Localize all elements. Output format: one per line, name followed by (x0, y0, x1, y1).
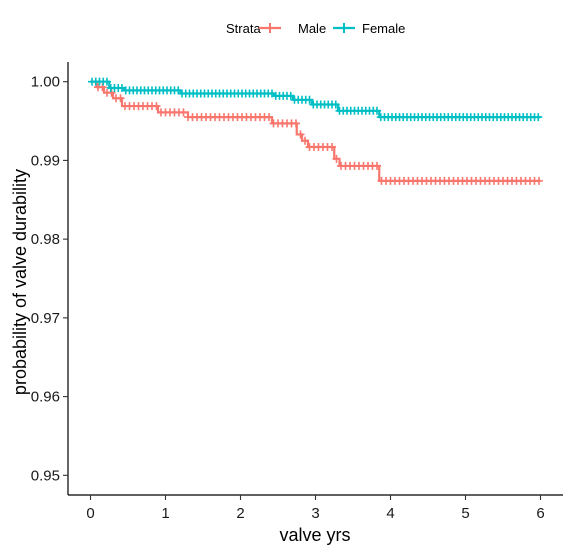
y-tick-label: 0.98 (31, 231, 60, 248)
series-line-male (90, 80, 541, 182)
censor-mark (305, 95, 314, 104)
censor-mark (116, 94, 125, 103)
x-tick-label: 5 (461, 505, 469, 522)
censor-marks-male (94, 83, 543, 185)
x-tick-label: 3 (311, 505, 319, 522)
censor-mark (286, 91, 295, 100)
x-tick-label: 6 (536, 505, 544, 522)
censor-mark (534, 113, 543, 122)
legend: Strata Male Female (226, 21, 405, 36)
legend-label-female: Female (362, 21, 405, 36)
censor-mark (535, 176, 543, 185)
censor-mark (179, 108, 188, 117)
series-male (90, 80, 543, 185)
y-tick-label: 0.99 (31, 152, 60, 169)
y-tick-label: 0.95 (31, 467, 60, 484)
legend-key-mark-female (339, 23, 349, 33)
legend-label-male: Male (298, 21, 326, 36)
censor-mark (296, 130, 305, 139)
censor-mark (331, 100, 340, 109)
legend-title: Strata (226, 21, 261, 36)
x-tick-label: 1 (161, 505, 169, 522)
series-female (88, 77, 543, 122)
censor-marks-female (88, 77, 543, 122)
x-tick-label: 0 (86, 505, 94, 522)
legend-key-mark-male (265, 23, 275, 33)
x-tick-label: 2 (236, 505, 244, 522)
censor-mark (373, 106, 381, 115)
y-tick-label: 0.96 (31, 389, 60, 406)
censor-mark (332, 154, 341, 163)
y-tick-label: 1.00 (31, 74, 60, 91)
plot-area (88, 77, 543, 185)
censor-mark (103, 77, 111, 86)
x-axis-title: valve yrs (279, 525, 350, 545)
censor-mark (328, 143, 336, 152)
censor-mark (301, 136, 309, 145)
censor-mark (292, 119, 300, 128)
axes: 0 1 2 3 4 5 6 0.95 0.96 0.97 0.98 0.99 1.00 (31, 62, 563, 522)
censor-mark (373, 161, 381, 170)
x-tick-label: 4 (386, 505, 394, 522)
censor-mark (265, 113, 273, 122)
y-tick-label: 0.97 (31, 310, 60, 327)
y-axis-title: probability of valve durability (10, 169, 30, 395)
censor-mark (152, 102, 161, 111)
